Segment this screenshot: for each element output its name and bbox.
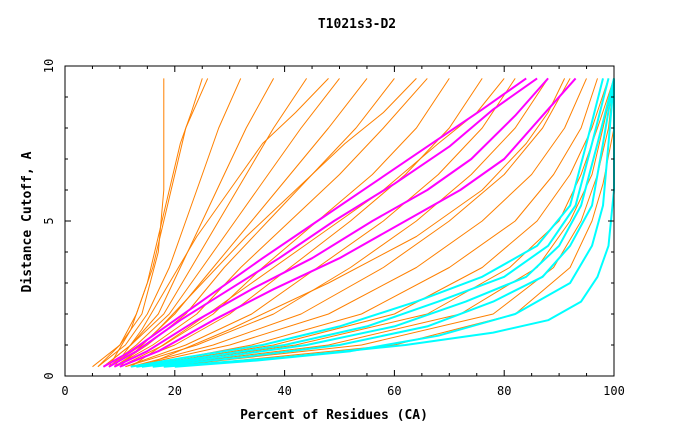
series-line-magenta-3 bbox=[113, 77, 549, 368]
series-line-cyan-3 bbox=[141, 78, 615, 368]
series-line-magenta-1 bbox=[102, 77, 527, 368]
series-line-orange-09 bbox=[114, 78, 428, 368]
series-line-magenta-2 bbox=[108, 77, 538, 368]
y-tick-label: 10 bbox=[42, 59, 56, 73]
series-line-orange-19 bbox=[152, 78, 615, 368]
series-line-cyan-4 bbox=[152, 78, 615, 368]
y-tick-label: 0 bbox=[42, 372, 56, 379]
series-line-orange-16 bbox=[136, 78, 598, 368]
x-tick-label: 80 bbox=[497, 384, 511, 398]
series-line-orange-21 bbox=[174, 78, 615, 368]
series-layer bbox=[92, 77, 615, 368]
series-line-orange-15 bbox=[130, 78, 587, 368]
x-tick-label: 0 bbox=[61, 384, 68, 398]
series-line-orange-23 bbox=[113, 78, 329, 367]
series-line-orange-22 bbox=[108, 78, 203, 367]
x-tick-label: 20 bbox=[168, 384, 182, 398]
y-axis-label: Distance Cutoff, A bbox=[20, 151, 35, 292]
series-line-orange-24 bbox=[119, 78, 417, 368]
x-tick-label: 60 bbox=[387, 384, 401, 398]
series-line-orange-13 bbox=[125, 78, 549, 368]
series-line-orange-25 bbox=[130, 78, 505, 368]
series-line-orange-05 bbox=[103, 78, 308, 368]
series-line-magenta-4 bbox=[119, 77, 577, 368]
series-line-orange-26 bbox=[141, 78, 566, 368]
series-line-orange-10 bbox=[119, 78, 450, 368]
x-axis-label: Percent of Residues (CA) bbox=[240, 408, 428, 423]
series-line-orange-20 bbox=[163, 78, 615, 368]
x-tick-label: 100 bbox=[603, 384, 625, 398]
y-tick-label: 5 bbox=[42, 217, 56, 224]
series-line-orange-14 bbox=[130, 78, 571, 368]
series-line-orange-02 bbox=[97, 78, 209, 368]
axes-layer: 0 20 40 60 80 100 0 5 10 bbox=[42, 59, 625, 398]
chart-title: T1021s3-D2 bbox=[318, 17, 396, 32]
series-line-cyan-2 bbox=[136, 78, 610, 368]
series-line-orange-03 bbox=[97, 78, 242, 368]
series-line-orange-08 bbox=[114, 78, 395, 368]
x-tick-label: 40 bbox=[277, 384, 291, 398]
series-line-orange-06 bbox=[108, 78, 340, 368]
series-line-orange-12 bbox=[125, 78, 516, 368]
series-line-cyan-6 bbox=[174, 78, 615, 368]
series-line-cyan-1 bbox=[130, 78, 604, 368]
series-line-orange-04 bbox=[103, 78, 275, 368]
